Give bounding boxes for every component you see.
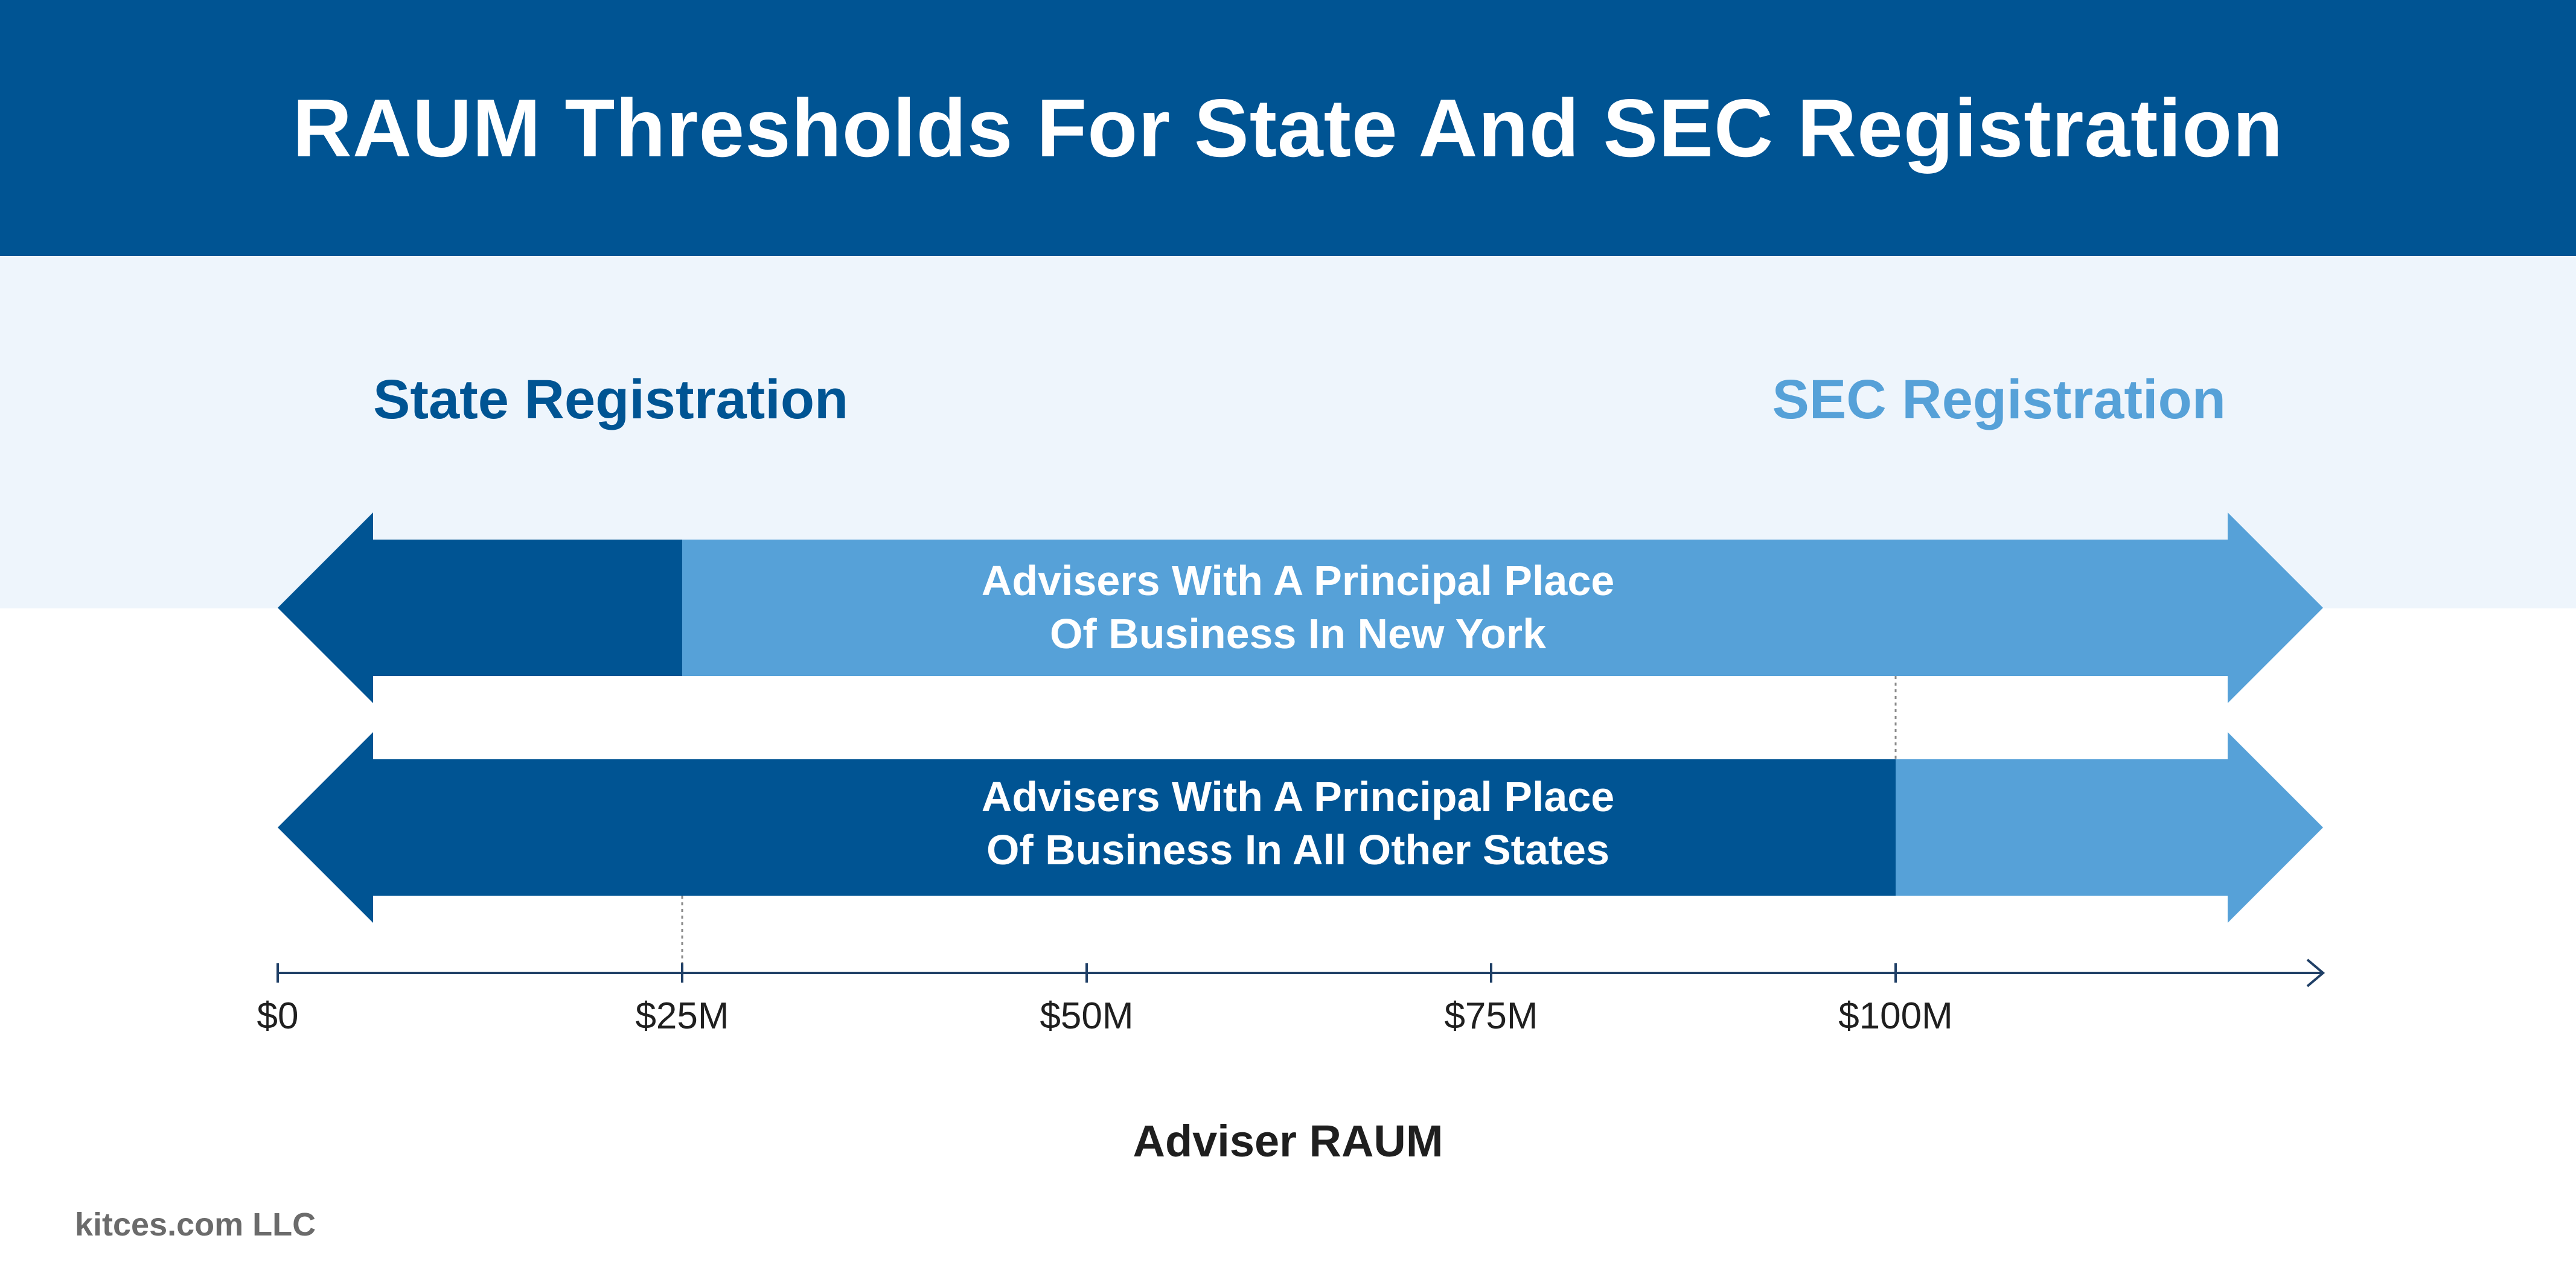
other-sec-segment [1896,732,2323,923]
other-row-label: Advisers With A Principal Place Of Busin… [821,770,1775,876]
credit-text: kitces.com LLC [75,1207,316,1243]
ny-row-label-line2: Of Business In New York [1049,610,1547,657]
other-row-label-line2: Of Business In All Other States [986,826,1610,873]
page-title: RAUM Thresholds For State And SEC Regist… [292,82,2284,174]
tick-label: $0 [257,995,299,1037]
ny-sec-segment [682,512,2323,703]
tick-label: $75M [1444,995,1538,1037]
ny-state-segment [278,512,682,703]
ny-row-label-line1: Advisers With A Principal Place [981,557,1615,604]
other-state-segment [278,732,1896,923]
axis-arrowhead [2306,958,2325,987]
tick-marks [276,963,1897,983]
tick-label: $50M [1040,995,1134,1037]
tick-label: $100M [1838,995,1953,1037]
other-row-label-line1: Advisers With A Principal Place [981,773,1615,820]
state-registration-label: State Registration [373,369,849,430]
axis-title: Adviser RAUM [1133,1116,1443,1166]
tick-label: $25M [635,995,729,1037]
ny-row-label: Advisers With A Principal Place Of Busin… [821,554,1775,660]
header-bar: RAUM Thresholds For State And SEC Regist… [0,0,2576,256]
sec-registration-label: SEC Registration [1772,369,2226,430]
